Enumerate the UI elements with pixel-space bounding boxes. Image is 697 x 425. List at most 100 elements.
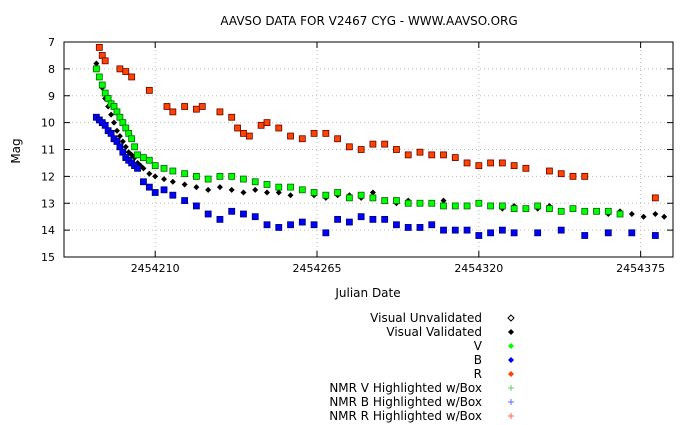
data-point-V: [357, 191, 365, 199]
y-tick-label: 8: [48, 63, 55, 76]
data-point-V: [322, 191, 330, 199]
data-point-R: [234, 124, 241, 132]
chart-title: AAVSO DATA FOR V2467 CYG - WWW.AAVSO.ORG: [220, 14, 517, 28]
series-visual: [93, 60, 668, 220]
x-tick-label: 2454320: [454, 262, 503, 275]
y-tick-label: 7: [48, 36, 55, 49]
data-point-visual: [140, 165, 147, 172]
data-point-visual: [228, 186, 235, 193]
data-point-V: [310, 189, 318, 196]
data-point-V: [498, 202, 506, 210]
data-point-R: [581, 172, 589, 180]
data-point-B: [451, 226, 459, 234]
data-point-V: [569, 205, 577, 213]
x-tick-label: 2454375: [616, 262, 665, 275]
data-point-B: [381, 215, 389, 223]
data-point-V: [192, 172, 200, 180]
data-point-visual: [640, 213, 647, 220]
data-point-B: [534, 229, 542, 237]
data-point-B: [416, 224, 424, 231]
data-point-V: [181, 170, 189, 178]
data-point-B: [240, 210, 247, 218]
data-point-R: [345, 143, 353, 151]
data-point-V: [298, 186, 306, 194]
data-point-visual: [216, 184, 223, 191]
data-point-R: [192, 105, 200, 113]
data-point-B: [169, 191, 177, 199]
y-tick-label: 11: [41, 144, 55, 157]
data-point-visual: [240, 189, 247, 196]
data-point-visual: [369, 189, 376, 196]
data-point-V: [345, 194, 353, 202]
data-point-visual: [264, 189, 270, 196]
data-point-V: [263, 181, 271, 188]
data-point-visual: [661, 213, 668, 220]
data-point-R: [451, 154, 459, 161]
legend-label: NMR R Highlighted w/Box: [329, 409, 482, 423]
data-point-V: [616, 210, 624, 218]
grid-lines: [64, 42, 673, 257]
data-point-R: [487, 159, 494, 167]
data-point-R: [522, 164, 530, 172]
data-point-V: [546, 205, 553, 213]
data-point-B: [287, 221, 294, 229]
data-point-V: [604, 207, 612, 215]
y-tick-label: 12: [41, 170, 55, 183]
legend-label: B: [474, 353, 482, 367]
data-point-V: [440, 202, 447, 210]
data-point-visual: [205, 186, 212, 193]
data-point-B: [487, 229, 494, 237]
data-point-R: [145, 86, 153, 94]
data-point-B: [204, 210, 212, 218]
data-point-R: [428, 151, 436, 159]
data-point-V: [334, 189, 342, 196]
data-point-R: [334, 135, 342, 143]
data-point-R: [287, 132, 294, 140]
data-point-R: [557, 170, 565, 178]
legend-label: Visual Unvalidated: [370, 311, 482, 325]
data-point-B: [369, 215, 377, 223]
data-point-B: [463, 226, 471, 234]
data-point-B: [251, 213, 259, 221]
data-point-R: [275, 124, 283, 132]
data-point-V: [510, 205, 518, 213]
data-point-B: [310, 221, 318, 229]
data-point-V: [522, 205, 530, 213]
data-point-V: [131, 143, 139, 151]
data-point-R: [181, 103, 189, 110]
data-point-V: [475, 199, 483, 207]
series-R: [95, 43, 659, 202]
data-point-B: [428, 221, 436, 229]
data-point-V: [463, 202, 471, 210]
data-point-R: [169, 108, 177, 116]
data-point-R: [310, 129, 318, 137]
data-point-V: [287, 183, 294, 191]
data-point-V: [369, 194, 377, 202]
data-point-V: [145, 156, 153, 164]
data-point-V: [581, 207, 589, 215]
data-point-V: [416, 199, 424, 207]
data-point-visual: [287, 192, 294, 199]
data-point-R: [228, 113, 236, 121]
data-point-visual: [440, 197, 447, 204]
data-point-V: [95, 73, 103, 81]
legend-marker-diamond: [508, 371, 514, 377]
y-tick-label: 13: [41, 197, 55, 210]
data-point-V: [92, 65, 100, 73]
y-tick-label: 9: [48, 90, 55, 103]
data-point-V: [393, 197, 400, 204]
data-point-R: [440, 151, 447, 159]
data-point-visual: [116, 133, 123, 140]
data-point-R: [475, 162, 483, 170]
data-point-B: [557, 226, 565, 234]
data-point-visual: [161, 176, 168, 183]
x-tick-label: 2454210: [131, 262, 180, 275]
data-point-R: [122, 68, 130, 75]
y-tick-label: 15: [41, 251, 55, 264]
data-point-B: [145, 183, 153, 191]
series-V: [92, 65, 624, 218]
data-point-R: [546, 167, 553, 175]
data-point-B: [134, 164, 141, 172]
